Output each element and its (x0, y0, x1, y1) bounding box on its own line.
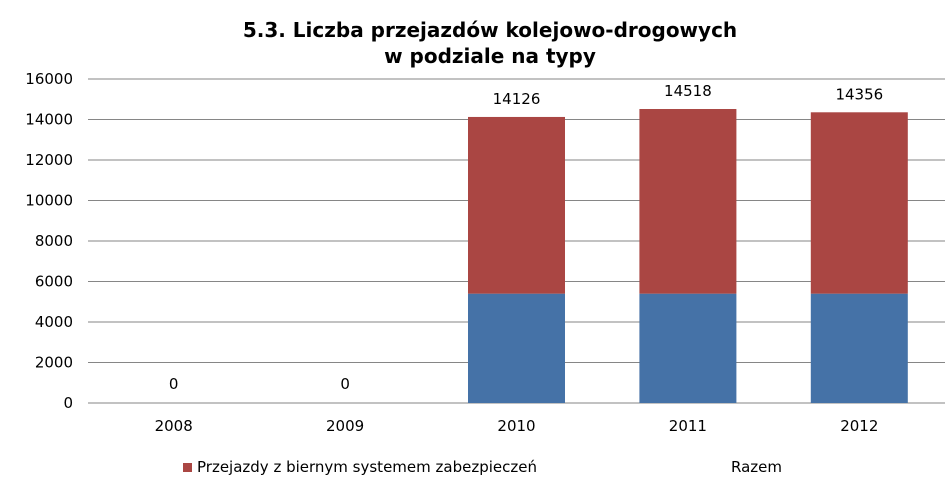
legend-label: Przejazdy z biernym systemem zabezpiecze… (197, 458, 537, 476)
y-tick-label: 4000 (35, 313, 73, 331)
bar-segment (468, 293, 565, 403)
bar-segment (639, 109, 737, 294)
legend-swatch (183, 462, 192, 472)
y-tick-label: 8000 (35, 232, 73, 250)
data-label-total: 14518 (664, 82, 712, 100)
x-tick-label: 2009 (326, 417, 364, 435)
y-tick-label: 10000 (25, 192, 73, 210)
x-tick-label: 2008 (155, 417, 193, 435)
y-tick-label: 2000 (35, 354, 73, 372)
bar-segment (468, 116, 565, 294)
legend-item-totals: Razem (731, 458, 782, 476)
y-tick-label: 0 (63, 394, 73, 412)
data-label-total: 0 (340, 375, 350, 393)
x-tick-label: 2011 (669, 417, 707, 435)
y-tick-label: 14000 (25, 111, 73, 129)
x-tick-label: 2012 (840, 417, 878, 435)
data-label-total: 0 (169, 375, 179, 393)
bar-segment (810, 112, 908, 294)
bar-segment (639, 293, 737, 403)
chart-title: 5.3. Liczba przejazdów kolejowo-drogowyc… (242, 18, 738, 42)
data-label-total: 14356 (835, 85, 883, 103)
chart-subtitle: w podziale na typy (384, 44, 596, 68)
y-tick-label: 16000 (25, 70, 73, 88)
y-tick-label: 6000 (35, 273, 73, 291)
legend-label-totals: Razem (731, 458, 782, 476)
y-tick-label: 12000 (25, 151, 73, 169)
data-label-total: 14126 (493, 90, 541, 108)
bar-segment (810, 293, 908, 403)
x-tick-label: 2010 (497, 417, 535, 435)
legend-item-series: Przejazdy z biernym systemem zabezpiecze… (183, 458, 537, 476)
